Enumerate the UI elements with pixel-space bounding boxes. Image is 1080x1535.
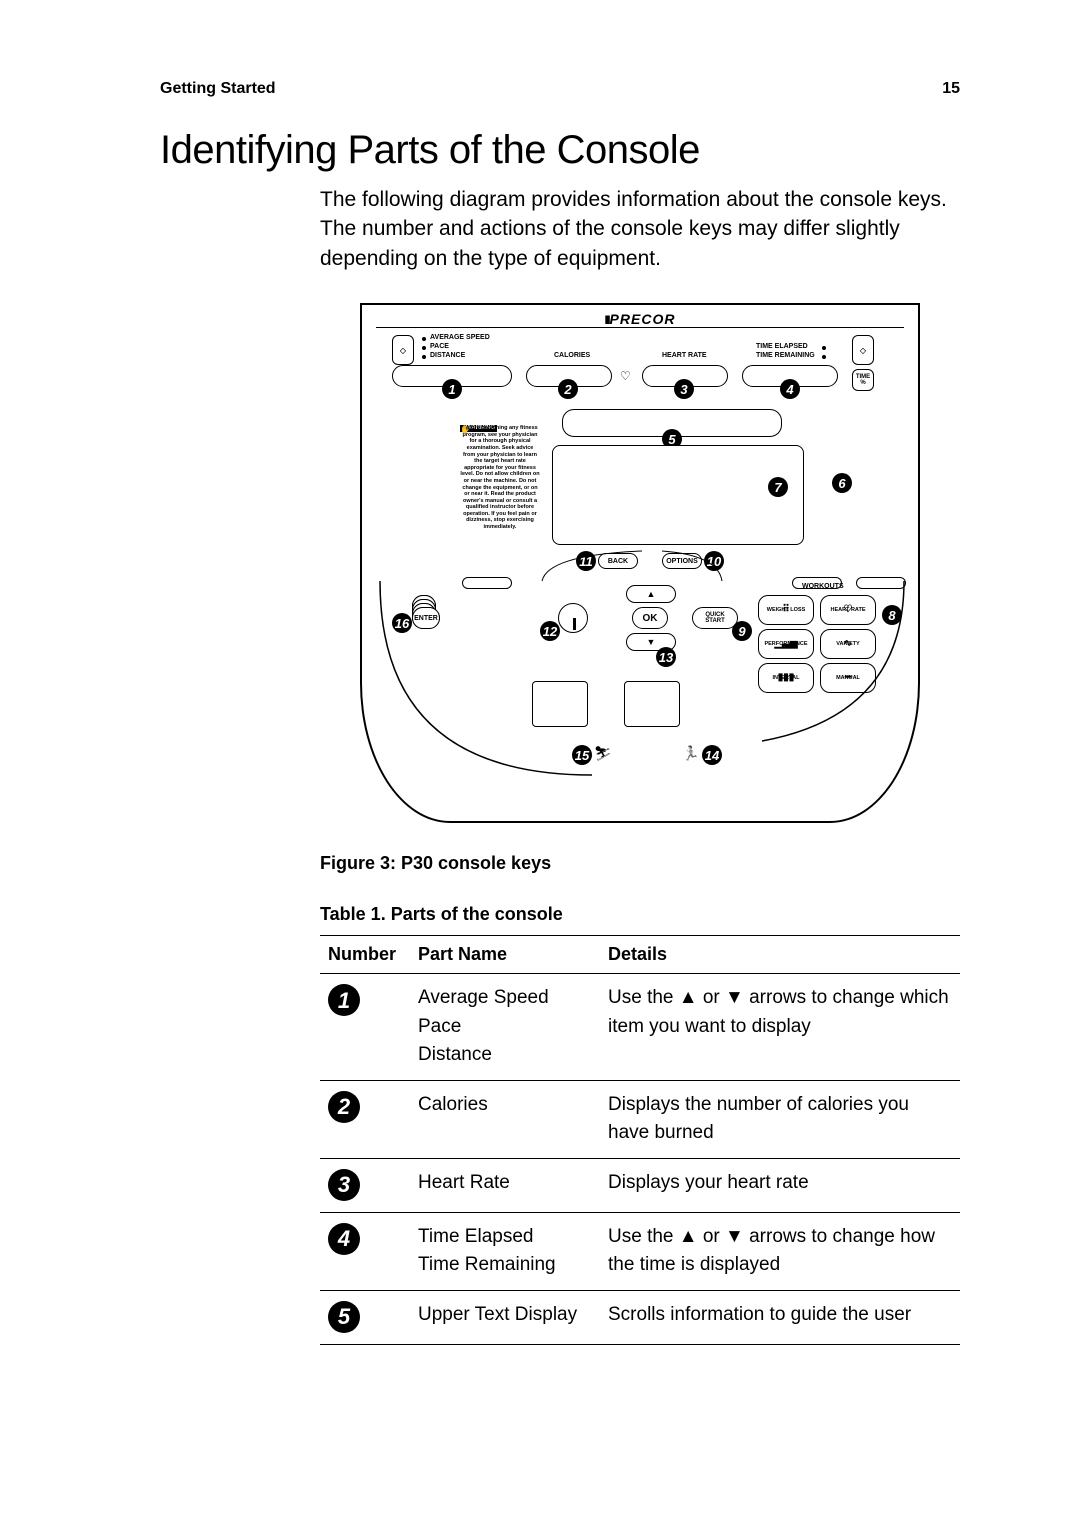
- callout-3: 3: [674, 379, 694, 399]
- cell-details: Use the ▲ or ▼ arrows to change how the …: [600, 1212, 960, 1290]
- time-pct-button: TIME%: [852, 369, 874, 391]
- bottom-slot-left: [532, 681, 588, 727]
- metric-distance: DISTANCE: [430, 352, 465, 359]
- intro-paragraph: The following diagram provides informati…: [320, 185, 960, 273]
- cell-details: Displays the number of calories you have…: [600, 1080, 960, 1158]
- callout-9: 9: [732, 621, 752, 641]
- callout-10: 10: [704, 551, 724, 571]
- workout-heart-rate: ♡HEART RATE: [820, 595, 876, 625]
- col-header-details: Details: [600, 936, 960, 974]
- cell-number: 1: [320, 974, 410, 1081]
- hand-icon: [460, 425, 470, 435]
- callout-badge: 5: [328, 1301, 360, 1333]
- bullet-icon: [422, 355, 426, 359]
- bullet-icon: [822, 346, 826, 350]
- callout-badge: 4: [328, 1223, 360, 1255]
- decor-pill: [462, 577, 512, 589]
- ok-button: OK: [632, 607, 668, 629]
- warning-body: Before beginning any fitness program, se…: [460, 425, 540, 531]
- metric-heart-rate: HEART RATE: [662, 352, 707, 359]
- cell-number: 5: [320, 1290, 410, 1344]
- quick-start-button: QUICKSTART: [692, 607, 738, 629]
- table-row: 2 CaloriesDisplays the number of calories…: [320, 1080, 960, 1158]
- bottom-slot-right: [624, 681, 680, 727]
- up-arrow-button: [626, 585, 676, 603]
- skiing-icon: [594, 745, 612, 763]
- callout-12: 12: [540, 621, 560, 641]
- callout-13: 13: [656, 647, 676, 667]
- cell-number: 3: [320, 1158, 410, 1212]
- col-header-part: Part Name: [410, 936, 600, 974]
- console-diagram: PRECOR ◇◇ AVERAGE SPEED PACE DISTANCE 1 …: [360, 303, 920, 823]
- page-number: 15: [942, 80, 960, 98]
- bullet-icon: [422, 346, 426, 350]
- options-button: OPTIONS: [662, 553, 702, 569]
- callout-4: 4: [780, 379, 800, 399]
- metric-calories: CALORIES: [554, 352, 590, 359]
- cell-details: Use the ▲ or ▼ arrows to change which it…: [600, 974, 960, 1081]
- figure-console: PRECOR ◇◇ AVERAGE SPEED PACE DISTANCE 1 …: [320, 303, 960, 823]
- cell-details: Displays your heart rate: [600, 1158, 960, 1212]
- cell-part-name: Average SpeedPaceDistance: [410, 974, 600, 1081]
- table-header-row: Number Part Name Details: [320, 936, 960, 974]
- workout-weight-loss: ⠿WEIGHT LOSS: [758, 595, 814, 625]
- table-row: 3 Heart RateDisplays your heart rate: [320, 1158, 960, 1212]
- workouts-header: WORKOUTS: [802, 583, 844, 590]
- callout-badge: 1: [328, 984, 360, 1016]
- metric-pace: PACE: [430, 343, 449, 350]
- back-button: BACK: [598, 553, 638, 569]
- table-row: 1 Average SpeedPaceDistanceUse the ▲ or ▼…: [320, 974, 960, 1081]
- workout-manual: ━MANUAL: [820, 663, 876, 693]
- workout-variety: ∿VARIETY: [820, 629, 876, 659]
- section-label: Getting Started: [160, 80, 276, 98]
- brand-logo: PRECOR: [605, 311, 676, 327]
- cell-part-name: Calories: [410, 1080, 600, 1158]
- table-caption: Table 1. Parts of the console: [320, 904, 960, 925]
- cell-part-name: Upper Text Display: [410, 1290, 600, 1344]
- divider-line: [376, 327, 904, 328]
- cell-number: 4: [320, 1212, 410, 1290]
- metric-time-elapsed: TIME ELAPSED: [756, 343, 808, 350]
- bullet-icon: [822, 355, 826, 359]
- table-row: 5 Upper Text DisplayScrolls information t…: [320, 1290, 960, 1344]
- running-icon: [682, 745, 699, 763]
- callout-11: 11: [576, 551, 596, 571]
- parts-table: Number Part Name Details 1 Average SpeedP…: [320, 935, 960, 1345]
- heart-icon: [620, 367, 631, 385]
- callout-2: 2: [558, 379, 578, 399]
- main-display: [552, 445, 804, 545]
- callout-1: 1: [442, 379, 462, 399]
- key-enter: ENTER: [412, 607, 440, 629]
- cell-part-name: Time ElapsedTime Remaining: [410, 1212, 600, 1290]
- callout-badge: 2: [328, 1091, 360, 1123]
- page-header: Getting Started 15: [160, 80, 960, 98]
- decor-pill: [856, 577, 906, 589]
- metric-time-remaining: TIME REMAINING: [756, 352, 815, 359]
- cell-number: 2: [320, 1080, 410, 1158]
- callout-badge: 3: [328, 1169, 360, 1201]
- updown-key-right: ◇◇: [852, 335, 874, 365]
- cell-part-name: Heart Rate: [410, 1158, 600, 1212]
- callout-6: 6: [832, 473, 852, 493]
- callout-8: 8: [882, 605, 902, 625]
- cell-details: Scrolls information to guide the user: [600, 1290, 960, 1344]
- updown-key-left: ◇◇: [392, 335, 414, 365]
- callout-16: 16: [392, 613, 412, 633]
- callout-14: 14: [702, 745, 722, 765]
- workout-performance: ▁▃▅PERFORMANCE: [758, 629, 814, 659]
- figure-caption: Figure 3: P30 console keys: [320, 853, 960, 874]
- page-title: Identifying Parts of the Console: [160, 128, 960, 173]
- bullet-icon: [422, 337, 426, 341]
- workout-interval: ▮▮▮INTERVAL: [758, 663, 814, 693]
- pause-button: [558, 603, 588, 633]
- callout-15: 15: [572, 745, 592, 765]
- table-row: 4 Time ElapsedTime RemainingUse the ▲ or …: [320, 1212, 960, 1290]
- metric-avg-speed: AVERAGE SPEED: [430, 334, 490, 341]
- col-header-number: Number: [320, 936, 410, 974]
